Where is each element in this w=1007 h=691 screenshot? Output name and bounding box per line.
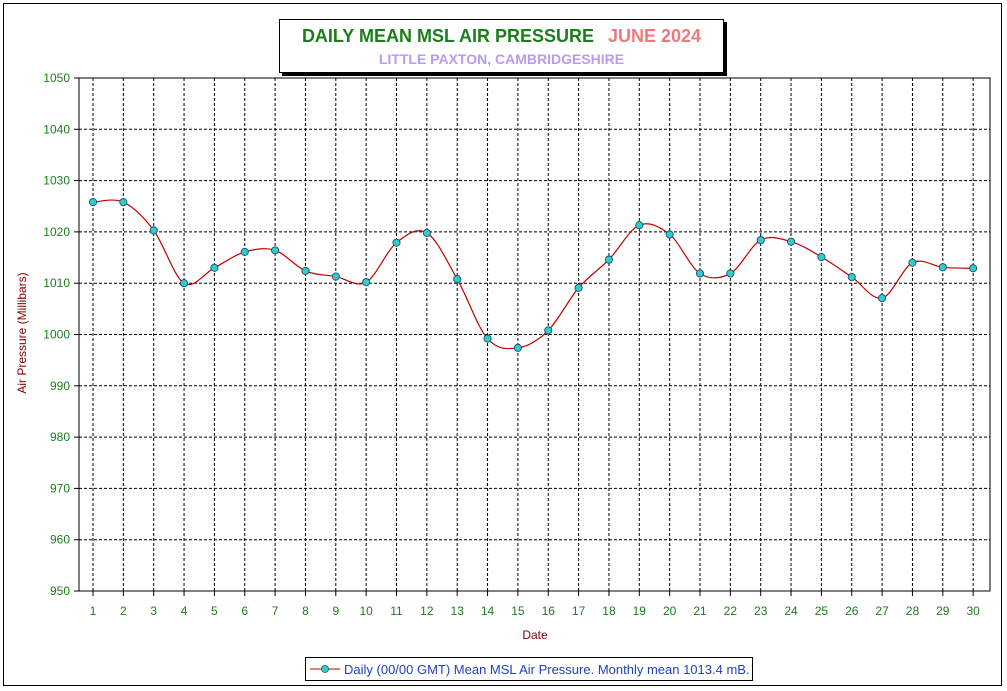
- y-tick-label: 990: [50, 379, 70, 393]
- data-point: [695, 269, 705, 278]
- data-point: [817, 252, 826, 262]
- x-tick-label: 25: [815, 604, 829, 618]
- y-tick-label: 970: [50, 481, 70, 495]
- legend-label: Daily (00/00 GMT) Mean MSL Air Pressure.…: [344, 661, 750, 677]
- x-tick-label: 13: [451, 604, 465, 618]
- x-tick-label: 15: [511, 604, 525, 618]
- x-tick-label: 7: [272, 604, 279, 618]
- data-point: [271, 246, 280, 255]
- data-point: [847, 272, 856, 282]
- x-tick-label: 11: [390, 604, 403, 618]
- y-tick-label: 1030: [43, 174, 70, 188]
- x-tick-label: 29: [936, 604, 950, 618]
- data-point: [453, 275, 462, 284]
- data-point: [938, 263, 947, 272]
- data-point: [604, 255, 614, 264]
- x-tick-label: 24: [784, 604, 798, 618]
- x-tick-label: 5: [211, 604, 218, 618]
- x-tick-label: 21: [693, 604, 707, 618]
- y-tick-label: 1050: [43, 71, 70, 85]
- data-point: [574, 283, 583, 292]
- data-point: [119, 198, 128, 207]
- x-tick-label: 1: [90, 604, 97, 618]
- x-tick-label: 3: [150, 604, 157, 618]
- y-tick-label: 1020: [43, 225, 70, 239]
- chart-title-box: DAILY MEAN MSL AIR PRESSURE JUNE 2024 LIT…: [279, 19, 724, 73]
- x-tick-label: 16: [542, 604, 556, 618]
- x-tick-label: 22: [724, 604, 738, 618]
- x-tick-label: 10: [359, 604, 373, 618]
- data-point: [513, 343, 522, 352]
- x-tick-label: 9: [332, 604, 339, 618]
- data-point: [362, 278, 371, 287]
- data-point: [88, 198, 98, 207]
- x-tick-label: 4: [181, 604, 188, 618]
- data-point: [665, 230, 674, 239]
- data-point: [908, 258, 917, 267]
- data-point: [483, 334, 492, 343]
- y-tick-label: 1010: [43, 276, 70, 290]
- y-tick-label: 1040: [43, 122, 70, 136]
- data-point: [301, 266, 310, 275]
- chart-subtitle: LITTLE PAXTON, CAMBRIDGESHIRE: [378, 51, 625, 67]
- data-point: [756, 236, 765, 245]
- x-axis-title: Date: [522, 628, 548, 642]
- data-point: [544, 326, 553, 335]
- data-point: [787, 237, 796, 246]
- y-tick-label: 980: [50, 430, 70, 444]
- data-point: [422, 228, 431, 237]
- data-point: [969, 264, 978, 273]
- chart-title: DAILY MEAN MSL AIR PRESSURE: [301, 26, 594, 46]
- y-tick-label: 950: [50, 584, 70, 598]
- series-line: [92, 199, 974, 350]
- data-point: [878, 294, 887, 303]
- chart-title-date: JUNE 2024: [608, 26, 702, 46]
- legend-swatch: [310, 665, 340, 673]
- y-axis-title: Air Pressure (Millibars): [15, 272, 29, 393]
- data-point: [210, 263, 219, 272]
- x-tick-label: 20: [663, 604, 677, 618]
- data-point: [179, 279, 189, 288]
- legend: Daily (00/00 GMT) Mean MSL Air Pressure.…: [305, 657, 753, 681]
- x-tick-label: 30: [966, 604, 980, 618]
- x-tick-label: 8: [302, 604, 309, 618]
- chart-frame: [3, 3, 1002, 686]
- x-tick-label: 19: [633, 604, 647, 618]
- x-tick-label: 23: [754, 604, 768, 618]
- x-tick-label: 28: [906, 604, 920, 618]
- x-tick-label: 17: [572, 604, 586, 618]
- data-point: [331, 272, 340, 281]
- x-tick-label: 2: [120, 604, 127, 618]
- data-point: [635, 221, 644, 230]
- x-tick-label: 27: [875, 604, 889, 618]
- y-tick-label: 960: [50, 533, 70, 547]
- data-point: [240, 247, 249, 256]
- data-point: [392, 238, 401, 247]
- x-tick-label: 12: [420, 604, 434, 618]
- y-tick-label: 1000: [43, 328, 70, 342]
- data-point: [149, 226, 158, 235]
- data-point: [726, 269, 735, 278]
- x-tick-label: 18: [602, 604, 616, 618]
- x-tick-label: 6: [241, 604, 248, 618]
- x-tick-label: 26: [845, 604, 859, 618]
- x-tick-label: 14: [481, 604, 495, 618]
